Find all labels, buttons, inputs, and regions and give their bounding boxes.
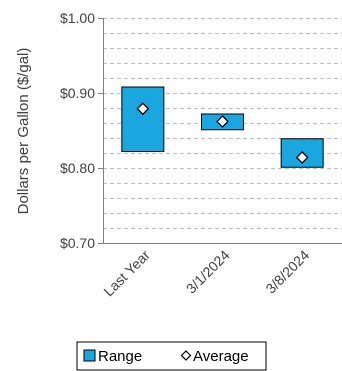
legend-box (76, 341, 267, 371)
legend-range-swatch (83, 349, 96, 362)
legend-average-label: Average (193, 348, 249, 365)
chart-marks (121, 86, 324, 168)
average-marker (216, 115, 229, 128)
x-tick-label: Last Year (100, 247, 153, 300)
x-tick-label: 3/8/2024 (262, 247, 312, 297)
legend: Range Average (76, 341, 267, 371)
x-tick-label: 3/1/2024 (183, 247, 233, 297)
y-tick-labels: $0.70 $0.80 $0.90 $1.00 (60, 10, 95, 251)
average-marker (295, 151, 309, 164)
range-bar (121, 86, 165, 152)
x-tick-labels: Last Year 3/1/2024 3/8/2024 (100, 247, 312, 300)
axes (98, 18, 342, 244)
y-tick-label: $1.00 (60, 10, 95, 26)
y-tick-label: $0.70 (60, 235, 95, 251)
y-tick-label: $0.80 (60, 160, 95, 176)
y-tick-label: $0.90 (60, 85, 95, 101)
legend-range-label: Range (98, 348, 142, 365)
average-marker (136, 102, 150, 116)
y-axis-title: Dollars per Gallon ($/gal) (15, 48, 32, 215)
legend-average-marker (180, 350, 192, 361)
